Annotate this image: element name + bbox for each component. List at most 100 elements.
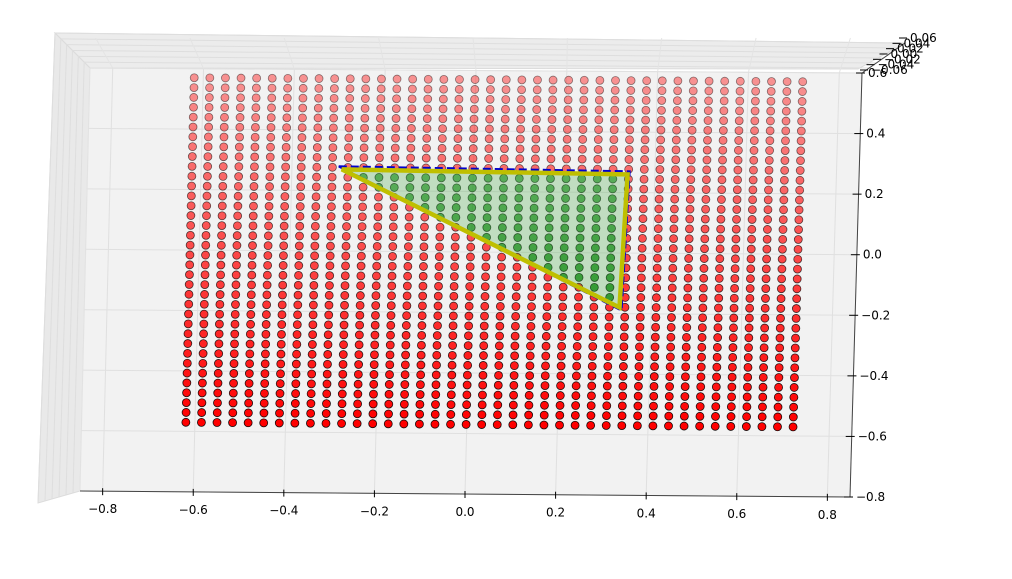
data-point (496, 292, 506, 301)
data-point (261, 349, 270, 359)
data-point (345, 84, 355, 94)
data-point (542, 292, 552, 302)
data-point (307, 369, 317, 379)
data-point (484, 144, 494, 154)
data-point (252, 73, 262, 83)
data-point (497, 223, 507, 232)
data-point (368, 419, 378, 429)
data-point (250, 152, 260, 162)
x-depth-line (189, 37, 204, 69)
data-point (278, 290, 287, 300)
data-point (266, 132, 276, 142)
data-point (650, 332, 660, 342)
data-point (681, 342, 691, 352)
data-point (716, 214, 726, 224)
data-point (745, 284, 755, 293)
data-point (776, 313, 785, 323)
data-point (213, 398, 222, 408)
data-point (667, 293, 677, 303)
data-point (602, 391, 612, 401)
data-point (264, 211, 274, 221)
data-point (650, 352, 660, 362)
data-point (264, 192, 274, 201)
data-point (673, 76, 683, 86)
data-point (342, 192, 352, 202)
data-point (468, 153, 478, 163)
data-point (453, 153, 462, 163)
data-point (309, 280, 319, 290)
data-point (715, 234, 725, 244)
data-point (373, 212, 383, 222)
data-point (299, 74, 308, 83)
data-point (574, 292, 583, 302)
data-point (383, 419, 393, 429)
data-point (198, 358, 208, 368)
data-point (773, 422, 782, 432)
data-point (218, 181, 228, 191)
data-point (560, 223, 570, 233)
data-point (617, 411, 627, 421)
data-point (405, 173, 415, 183)
data-point (306, 408, 316, 418)
data-point (593, 144, 603, 154)
data-point (416, 360, 426, 370)
data-point (586, 411, 596, 420)
data-point (796, 156, 805, 166)
data-point (730, 274, 740, 283)
data-point (313, 103, 323, 113)
data-point (665, 352, 675, 362)
data-point (547, 105, 557, 115)
data-point (436, 193, 446, 202)
data-point (526, 331, 536, 341)
data-point (187, 171, 197, 181)
data-point (214, 349, 224, 359)
data-point (781, 136, 790, 146)
data-point (618, 381, 628, 391)
data-point (604, 332, 614, 342)
data-point (434, 272, 444, 281)
data-point (452, 183, 462, 193)
data-point (526, 321, 536, 331)
data-point (773, 402, 783, 412)
data-point (431, 380, 441, 390)
data-point (420, 212, 430, 222)
data-point (451, 193, 461, 203)
data-point (595, 75, 605, 85)
data-point (282, 93, 292, 103)
data-point (744, 343, 753, 353)
data-point (651, 312, 661, 322)
data-point (652, 293, 661, 303)
data-point (593, 135, 603, 144)
data-point (250, 162, 259, 172)
data-point (377, 74, 386, 84)
data-point (376, 104, 386, 113)
data-point (728, 333, 738, 343)
data-point (292, 320, 302, 330)
data-point (579, 75, 589, 85)
data-point (251, 103, 261, 113)
data-point (484, 154, 494, 163)
data-point (606, 233, 616, 243)
data-point (184, 309, 193, 319)
data-point (278, 270, 288, 280)
data-point (326, 212, 336, 221)
data-point (465, 272, 475, 282)
z-tick-label: 0.04 (904, 36, 931, 50)
data-point (711, 392, 721, 402)
data-point (501, 85, 511, 95)
data-point (228, 408, 238, 418)
z-tick-label: −0.04 (878, 58, 915, 72)
data-point (573, 322, 583, 332)
data-point (309, 261, 319, 271)
data-point (422, 124, 432, 133)
data-point (418, 271, 428, 281)
data-point (699, 273, 709, 283)
data-point (726, 422, 736, 431)
data-point (574, 272, 584, 282)
data-point (688, 96, 698, 106)
data-point (432, 331, 442, 340)
data-point (508, 420, 518, 430)
data-point (469, 124, 479, 134)
data-point (531, 124, 541, 134)
data-point (641, 115, 651, 125)
